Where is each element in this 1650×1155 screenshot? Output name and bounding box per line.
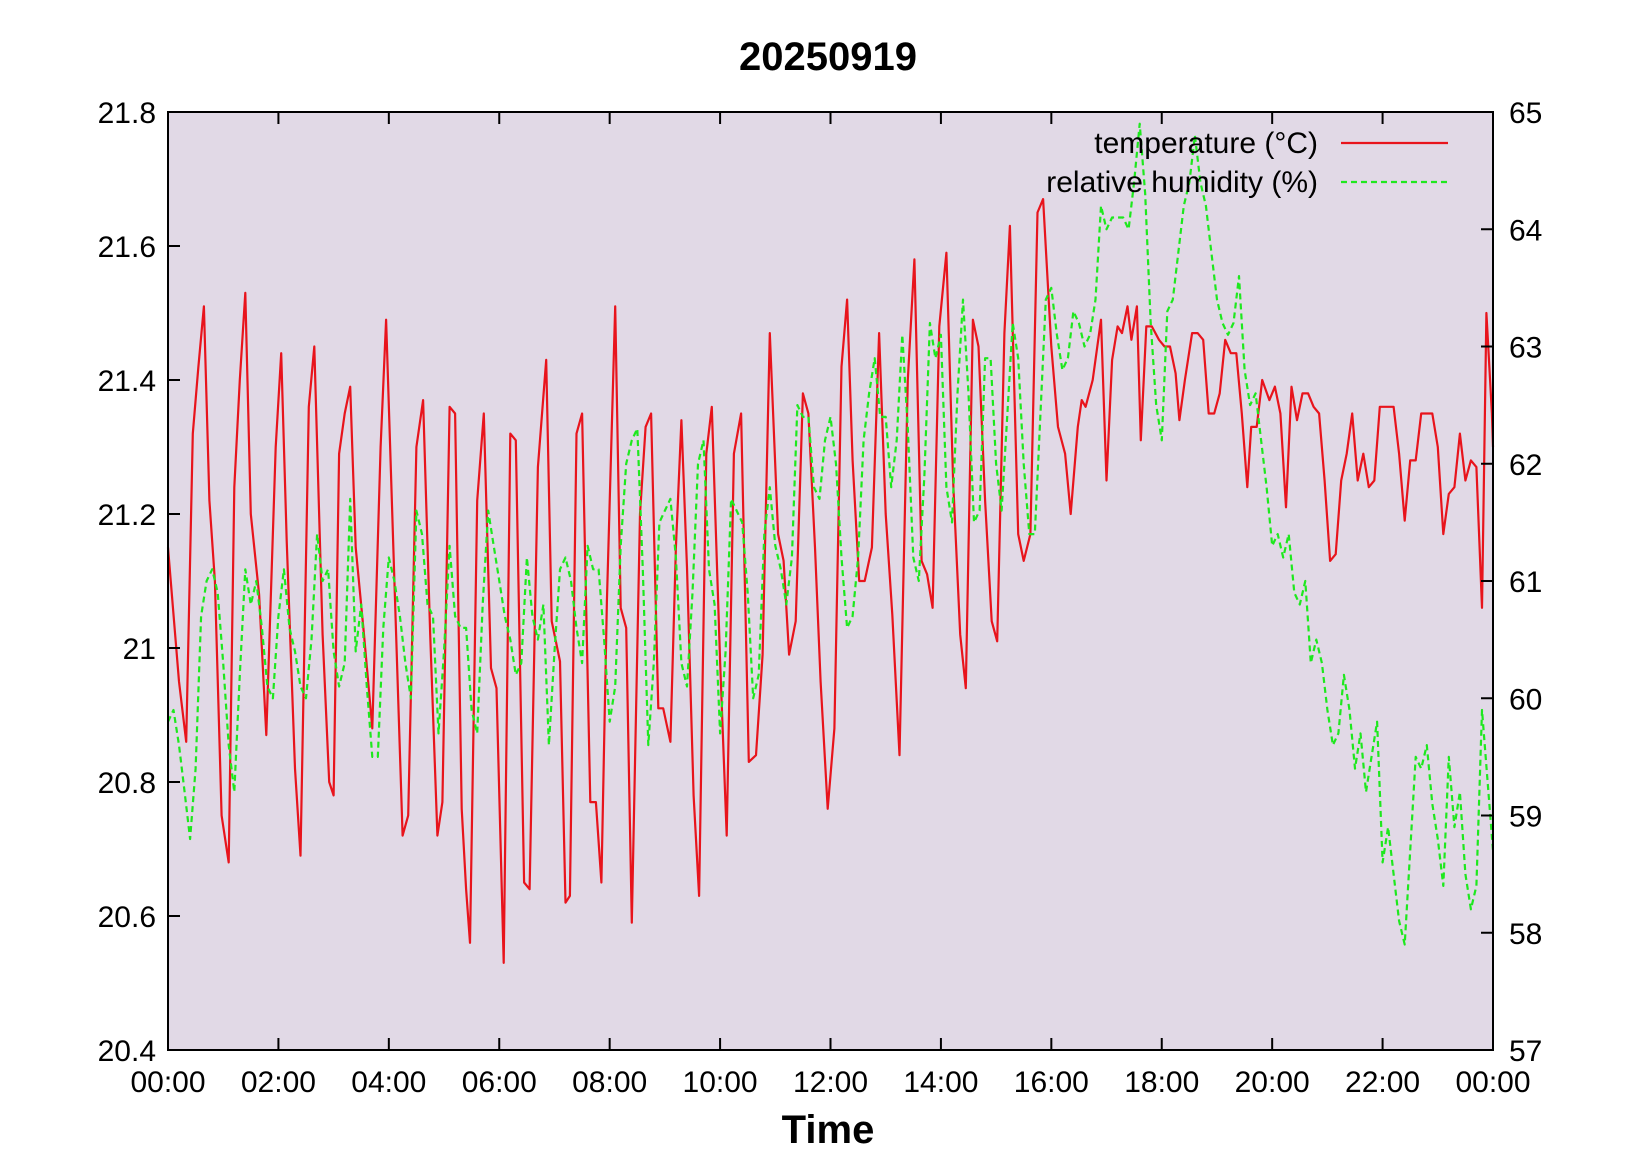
- x-tick-label: 06:00: [462, 1066, 537, 1099]
- y-right-tick-label: 64: [1509, 214, 1542, 247]
- x-tick-label: 20:00: [1235, 1066, 1310, 1099]
- legend-label: relative humidity (%): [1046, 166, 1318, 199]
- y-left-tick-label: 21: [123, 633, 156, 666]
- y-left-tick-label: 21.2: [98, 499, 156, 532]
- y-left-tick-label: 21.4: [98, 365, 156, 398]
- y-right-tick-label: 58: [1509, 918, 1542, 951]
- chart-title: 20250919: [739, 35, 917, 79]
- legend: temperature (°C) relative humidity (%): [1046, 127, 1448, 199]
- x-tick-label: 10:00: [683, 1066, 758, 1099]
- y-right-tick-label: 65: [1509, 97, 1542, 130]
- x-tick-label: 22:00: [1345, 1066, 1420, 1099]
- series-layer: [166, 122, 1495, 964]
- x-tick-label: 08:00: [572, 1066, 647, 1099]
- x-tick-label: 14:00: [903, 1066, 978, 1099]
- x-tick-label: 12:00: [793, 1066, 868, 1099]
- y-right-tick-label: 61: [1509, 566, 1542, 599]
- x-tick-label: 00:00: [1455, 1066, 1530, 1099]
- y-right-tick-label: 63: [1509, 332, 1542, 365]
- y-left-tick-label: 20.4: [98, 1035, 156, 1068]
- y-left-tick-label: 21.6: [98, 231, 156, 264]
- legend-label: temperature (°C): [1094, 127, 1318, 160]
- y-left-tick-label: 20.6: [98, 901, 156, 934]
- humidity-series-line: [167, 122, 1495, 946]
- temperature-series-line: [166, 198, 1495, 964]
- x-tick-label: 16:00: [1014, 1066, 1089, 1099]
- y-right-tick-label: 60: [1509, 683, 1542, 716]
- y-left-tick-label: 20.8: [98, 767, 156, 800]
- x-tick-label: 02:00: [241, 1066, 316, 1099]
- x-tick-label: 18:00: [1124, 1066, 1199, 1099]
- y-right-tick-label: 62: [1509, 449, 1542, 482]
- y-right-tick-label: 57: [1509, 1035, 1542, 1068]
- ticks-layer: 00:00 02:00 04:00 06:00 08:00 10:00 12:00 14:00…: [98, 97, 1543, 1099]
- y-left-tick-label: 21.8: [98, 97, 156, 130]
- y-right-tick-label: 59: [1509, 801, 1542, 834]
- x-tick-label: 00:00: [130, 1066, 205, 1099]
- plot-background: [168, 112, 1493, 1050]
- x-tick-label: 04:00: [351, 1066, 426, 1099]
- x-axis-label: Time: [782, 1108, 875, 1152]
